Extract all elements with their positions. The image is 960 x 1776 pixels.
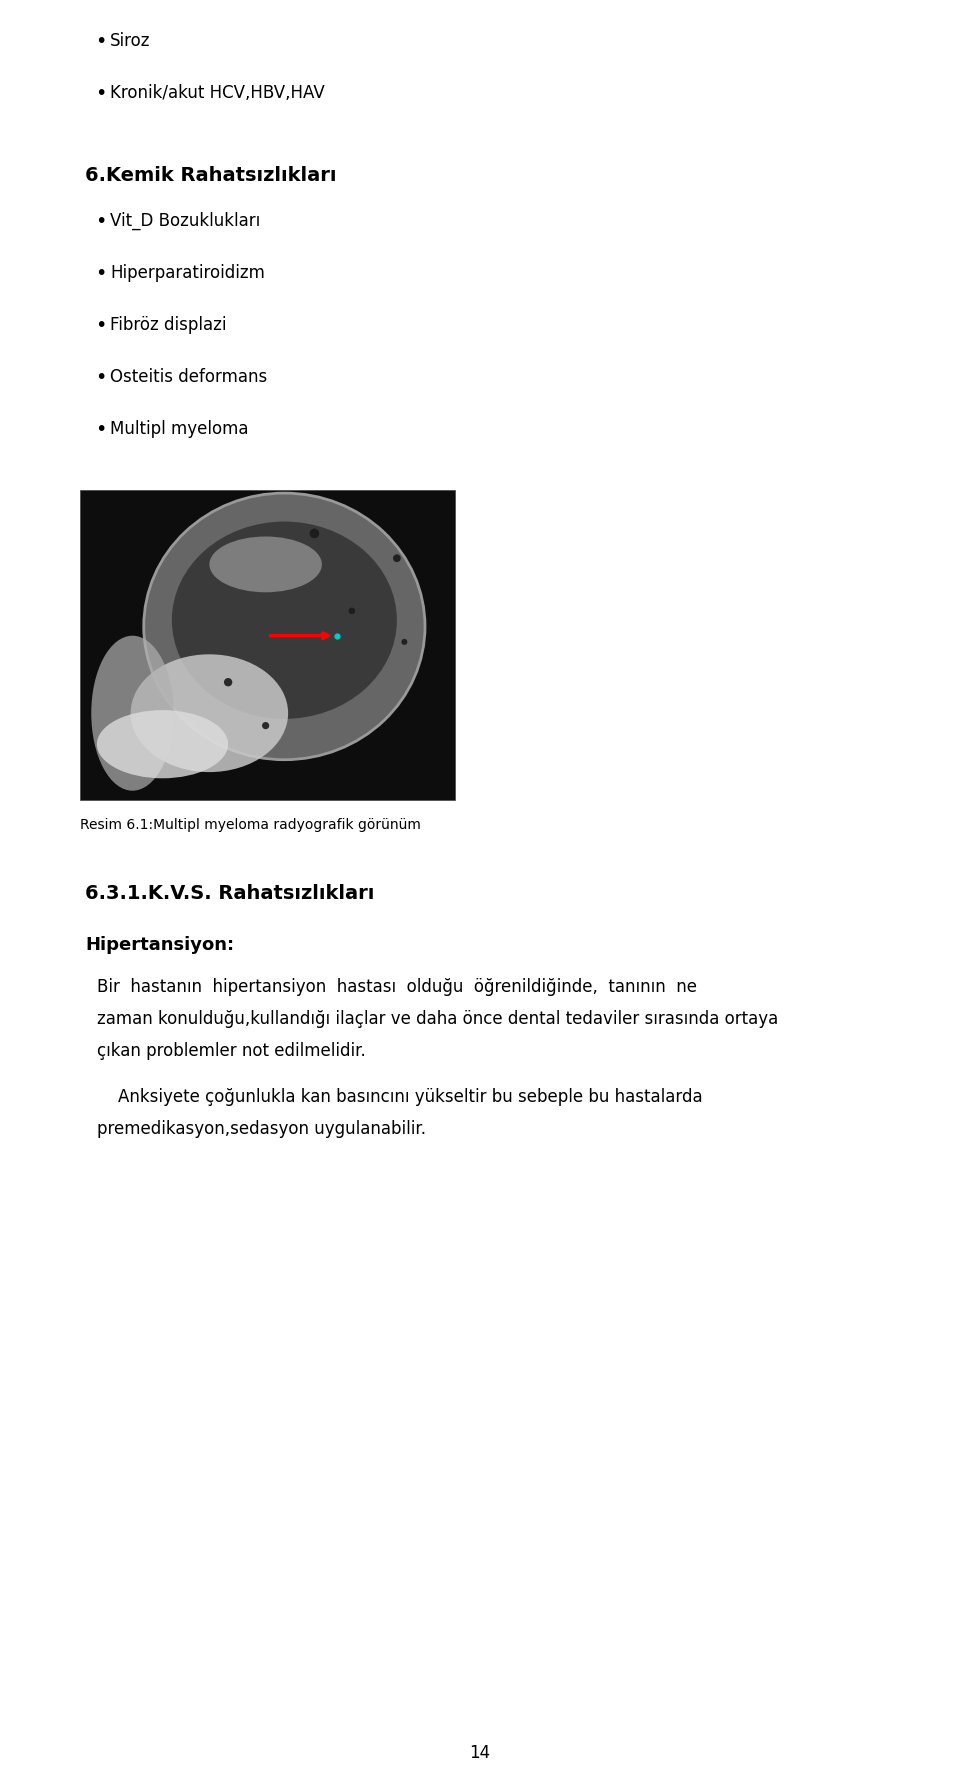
Text: •: • (95, 211, 107, 231)
Ellipse shape (131, 654, 288, 773)
Text: Hipertansiyon:: Hipertansiyon: (85, 936, 234, 954)
Circle shape (262, 723, 269, 730)
Text: 6.Kemik Rahatsızlıkları: 6.Kemik Rahatsızlıkları (85, 165, 337, 185)
Text: Hiperparatiroidizm: Hiperparatiroidizm (110, 265, 265, 282)
Circle shape (348, 607, 355, 614)
Ellipse shape (144, 494, 425, 760)
Ellipse shape (209, 536, 322, 593)
Text: Osteitis deformans: Osteitis deformans (110, 368, 267, 385)
Text: Multipl myeloma: Multipl myeloma (110, 419, 249, 439)
Text: Vit_D Bozuklukları: Vit_D Bozuklukları (110, 211, 260, 231)
Text: çıkan problemler not edilmelidir.: çıkan problemler not edilmelidir. (97, 1043, 366, 1060)
Ellipse shape (172, 522, 396, 719)
Text: Bir  hastanın  hipertansiyon  hastası  olduğu  öğrenildiğinde,  tanının  ne: Bir hastanın hipertansiyon hastası olduğ… (97, 979, 697, 996)
Text: Anksiyete çoğunlukla kan basıncını yükseltir bu sebeple bu hastalarda: Anksiyete çoğunlukla kan basıncını yükse… (97, 1089, 703, 1106)
Text: •: • (95, 32, 107, 52)
Text: •: • (95, 265, 107, 282)
Text: zaman konulduğu,kullandığı ilaçlar ve daha önce dental tedaviler sırasında ortay: zaman konulduğu,kullandığı ilaçlar ve da… (97, 1011, 779, 1028)
Text: premedikasyon,sedasyon uygulanabilir.: premedikasyon,sedasyon uygulanabilir. (97, 1121, 426, 1138)
Text: Siroz: Siroz (110, 32, 151, 50)
Text: •: • (95, 83, 107, 103)
Text: Resim 6.1:Multipl myeloma radyografik görünüm: Resim 6.1:Multipl myeloma radyografik gö… (80, 819, 420, 831)
Circle shape (393, 554, 400, 561)
Circle shape (309, 529, 319, 538)
Text: Fibröz displazi: Fibröz displazi (110, 316, 227, 334)
Text: •: • (95, 368, 107, 387)
Text: 14: 14 (469, 1744, 491, 1762)
Text: Kronik/akut HCV,HBV,HAV: Kronik/akut HCV,HBV,HAV (110, 83, 324, 101)
Bar (80, 490, 455, 799)
Ellipse shape (91, 636, 174, 790)
Ellipse shape (97, 710, 228, 778)
Text: 6.3.1.K.V.S. Rahatsızlıkları: 6.3.1.K.V.S. Rahatsızlıkları (85, 884, 374, 902)
Circle shape (224, 678, 232, 686)
Text: •: • (95, 316, 107, 336)
Circle shape (401, 639, 407, 645)
Text: •: • (95, 419, 107, 439)
